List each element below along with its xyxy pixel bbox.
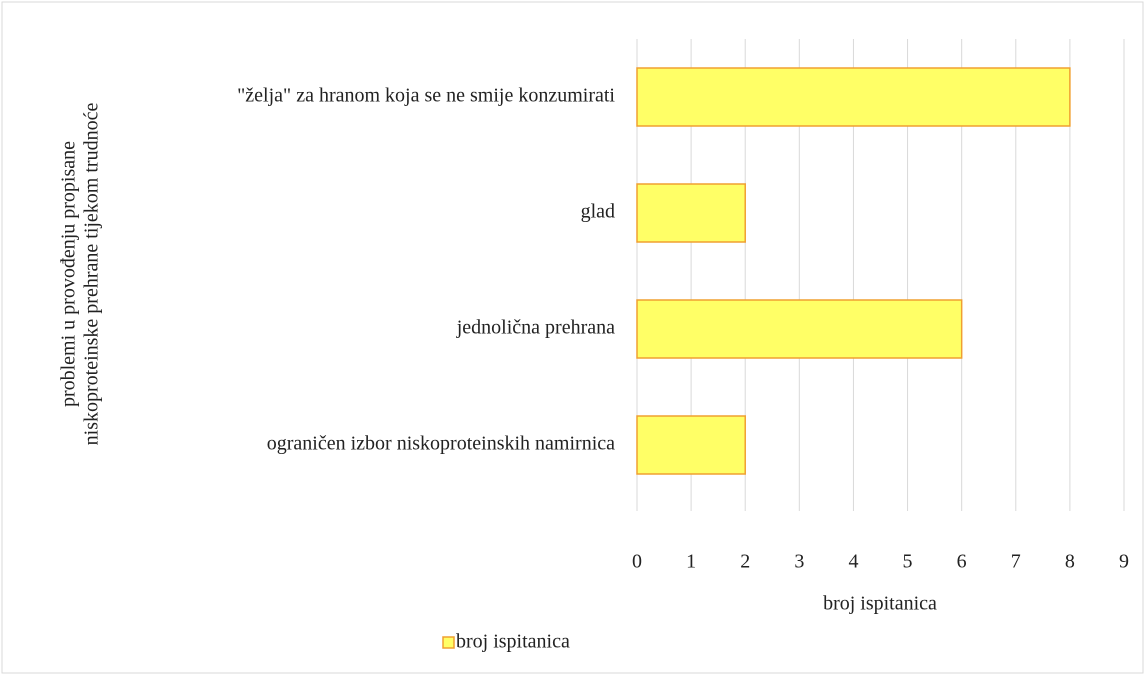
bar	[636, 415, 746, 475]
legend-swatch	[442, 636, 455, 649]
legend-label: broj ispitanica	[456, 631, 570, 653]
x-tick-label: 4	[848, 551, 858, 573]
bar	[636, 67, 1071, 127]
y-tick-label: glad	[581, 201, 615, 223]
y-tick-label: jednolična prehrana	[456, 317, 615, 339]
x-tick-label: 1	[686, 551, 696, 573]
x-tick-label: 0	[632, 551, 642, 573]
x-axis-title: broj ispitanica	[823, 593, 937, 615]
bar	[636, 183, 746, 243]
x-tick-label: 8	[1065, 551, 1075, 573]
x-tick-label: 3	[794, 551, 804, 573]
y-tick-label: ograničen izbor niskoproteinskih namirni…	[267, 433, 615, 455]
y-axis-title-line: problemi u provođenju propisane	[58, 141, 80, 407]
bar	[636, 299, 963, 359]
x-tick-label: 9	[1119, 551, 1129, 573]
y-tick-label: "želja" za hranom koja se ne smije konzu…	[237, 85, 615, 107]
x-tick-label: 6	[957, 551, 967, 573]
x-tick-label: 5	[903, 551, 913, 573]
y-axis-title: problemi u provođenju propisane niskopro…	[58, 103, 103, 446]
x-tick-label: 7	[1011, 551, 1021, 573]
x-tick-label: 2	[740, 551, 750, 573]
y-axis-title-line: niskoproteinske prehrane tijekom trudnoć…	[81, 103, 103, 446]
